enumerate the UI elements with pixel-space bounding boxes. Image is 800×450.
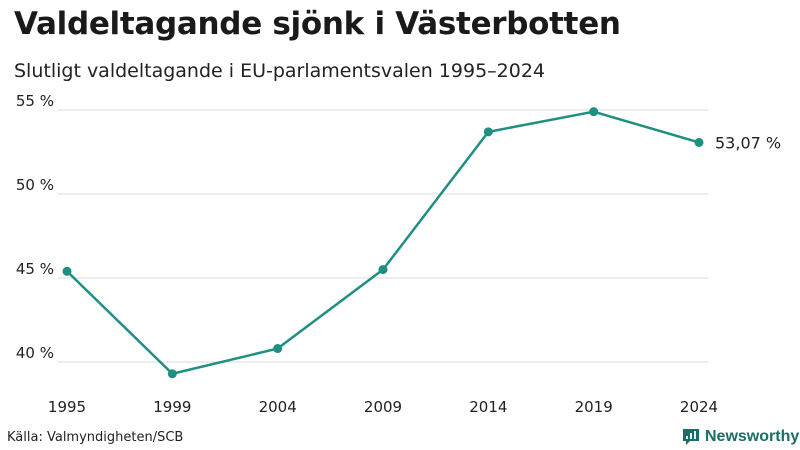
y-tick-label: 50 %	[16, 176, 54, 194]
y-tick-label: 45 %	[16, 260, 54, 278]
x-tick-label: 1995	[48, 398, 86, 416]
data-point	[378, 265, 388, 275]
y-tick-label: 40 %	[16, 344, 54, 362]
data-point	[589, 107, 599, 117]
x-tick-label: 1999	[153, 398, 191, 416]
x-tick-label: 2014	[469, 398, 507, 416]
brand-name: Newsworthy	[705, 428, 800, 445]
series-line	[66, 110, 700, 376]
x-tick-label: 2009	[364, 398, 402, 416]
data-point	[483, 127, 493, 137]
data-point	[167, 369, 177, 379]
data-point	[694, 137, 704, 147]
source-note: Källa: Valmyndigheten/SCB	[7, 430, 184, 445]
brand-logo: Newsworthy	[681, 427, 799, 447]
x-tick-label: 2024	[680, 398, 718, 416]
data-point	[62, 266, 72, 276]
x-tick-label: 2004	[259, 398, 297, 416]
x-tick-label: 2019	[575, 398, 613, 416]
end-value-label: 53,07 %	[715, 133, 781, 152]
chart-title: Valdeltagande sjönk i Västerbotten	[14, 6, 621, 42]
chart-subtitle: Slutligt valdeltagande i EU-parlamentsva…	[14, 60, 546, 82]
data-point	[273, 344, 283, 354]
newsworthy-logo-icon	[683, 429, 699, 445]
y-tick-label: 55 %	[16, 92, 54, 110]
